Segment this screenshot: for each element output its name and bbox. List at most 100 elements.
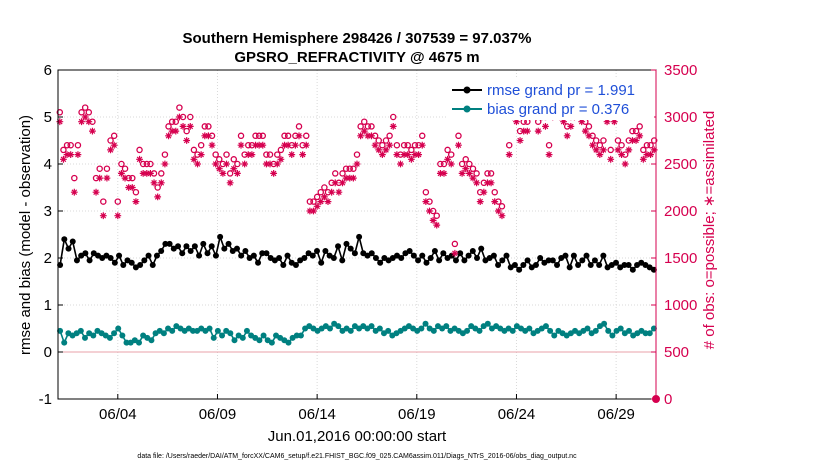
y-tick-label-right: 1000 xyxy=(664,297,697,314)
possible-obs-marker xyxy=(437,160,444,168)
data-point xyxy=(227,330,234,337)
possible-obs-marker xyxy=(81,104,89,111)
assimilated-obs-marker xyxy=(201,132,209,140)
assimilated-obs-marker xyxy=(589,141,596,149)
data-point xyxy=(545,257,552,264)
assimilated-obs-marker xyxy=(132,198,140,205)
possible-obs-marker xyxy=(469,165,477,172)
assimilated-obs-marker xyxy=(273,160,281,168)
possible-obs-marker xyxy=(103,165,111,172)
possible-obs-marker xyxy=(389,113,397,121)
assimilated-obs-marker xyxy=(458,170,466,177)
legend-rmse-label: rmse grand pr = 1.991 xyxy=(487,82,635,99)
possible-obs-marker xyxy=(295,123,303,130)
x-tick-label: 06/09 xyxy=(199,406,237,423)
assimilated-obs-marker xyxy=(107,146,114,154)
assimilated-obs-marker xyxy=(650,146,658,154)
data-point xyxy=(524,257,531,264)
assimilated-obs-marker xyxy=(542,123,549,130)
possible-obs-marker xyxy=(339,170,346,177)
data-point xyxy=(255,259,262,266)
possible-obs-marker xyxy=(400,141,408,149)
assimilated-obs-marker xyxy=(494,207,502,215)
data-point xyxy=(642,330,649,337)
assimilated-obs-marker xyxy=(63,151,71,158)
data-point xyxy=(372,255,379,261)
data-point xyxy=(61,236,68,243)
assimilated-obs-marker xyxy=(404,151,412,158)
assimilated-obs-marker xyxy=(190,155,198,163)
assimilated-obs-marker xyxy=(154,193,162,201)
assimilated-obs-marker xyxy=(270,170,278,177)
possible-obs-marker xyxy=(277,146,285,154)
possible-obs-marker xyxy=(56,109,64,116)
assimilated-obs-marker xyxy=(168,127,176,135)
data-point xyxy=(217,233,224,240)
data-point xyxy=(511,262,518,269)
possible-obs-marker xyxy=(368,123,375,130)
assimilated-obs-marker xyxy=(516,137,524,144)
data-point xyxy=(343,240,350,247)
data-point xyxy=(418,325,425,332)
assimilated-obs-marker xyxy=(281,141,288,149)
possible-obs-marker xyxy=(632,127,640,135)
possible-obs-marker xyxy=(263,151,270,158)
data-point xyxy=(330,255,337,261)
data-point xyxy=(621,262,628,269)
assimilated-obs-marker xyxy=(103,174,111,182)
data-point xyxy=(135,339,142,346)
data-point xyxy=(191,243,198,250)
data-point xyxy=(204,250,211,257)
possible-obs-marker xyxy=(259,132,267,140)
data-point xyxy=(149,262,156,269)
possible-obs-marker xyxy=(197,141,205,149)
data-point xyxy=(415,257,422,264)
data-point xyxy=(478,245,485,252)
data-point xyxy=(322,247,329,254)
data-point xyxy=(212,252,219,259)
y-tick-label-left: 2 xyxy=(44,250,52,267)
assimilated-obs-marker xyxy=(165,132,172,140)
y-axis-label-right: # of obs: o=possible; ∗=assimilated xyxy=(701,111,718,350)
possible-obs-marker xyxy=(462,156,469,163)
possible-obs-marker xyxy=(306,198,314,205)
assimilated-obs-marker xyxy=(397,160,404,168)
assimilated-obs-marker xyxy=(70,188,78,196)
assimilated-obs-marker xyxy=(324,198,332,205)
possible-obs-marker xyxy=(172,118,180,125)
possible-obs-marker xyxy=(154,184,161,191)
assimilated-obs-marker xyxy=(284,141,292,149)
data-point xyxy=(476,327,483,334)
x-tick-label: 06/04 xyxy=(99,406,137,423)
assimilated-obs-marker xyxy=(614,146,622,154)
y-tick-label-left: -1 xyxy=(39,391,52,408)
possible-obs-marker xyxy=(74,141,82,149)
assimilated-obs-marker xyxy=(592,146,600,154)
data-point xyxy=(347,327,354,334)
series-layer xyxy=(56,85,658,346)
assimilated-obs-marker xyxy=(179,123,187,130)
possible-obs-marker xyxy=(418,132,426,140)
data-point xyxy=(436,257,443,264)
assimilated-obs-marker xyxy=(364,132,372,140)
assimilated-obs-marker xyxy=(349,174,357,182)
y-tick-label-left: 1 xyxy=(44,297,52,314)
possible-obs-marker xyxy=(379,141,386,149)
assimilated-obs-marker xyxy=(118,170,125,177)
assimilated-obs-marker xyxy=(357,132,365,140)
assimilated-obs-marker xyxy=(407,155,415,163)
data-point xyxy=(107,255,114,261)
possible-obs-marker xyxy=(237,132,245,140)
data-point xyxy=(239,334,246,341)
assimilated-obs-marker xyxy=(433,221,441,229)
assimilated-obs-marker xyxy=(136,155,143,163)
x-axis-label: Jun.01,2016 00:00:00 start xyxy=(268,428,447,445)
data-point xyxy=(575,262,582,269)
assimilated-obs-marker xyxy=(186,123,194,130)
assimilated-obs-marker xyxy=(331,179,339,187)
possible-obs-marker xyxy=(440,160,448,168)
assimilated-obs-marker xyxy=(389,123,397,130)
data-point xyxy=(532,262,539,269)
data-point xyxy=(82,250,89,257)
data-point xyxy=(116,252,123,259)
